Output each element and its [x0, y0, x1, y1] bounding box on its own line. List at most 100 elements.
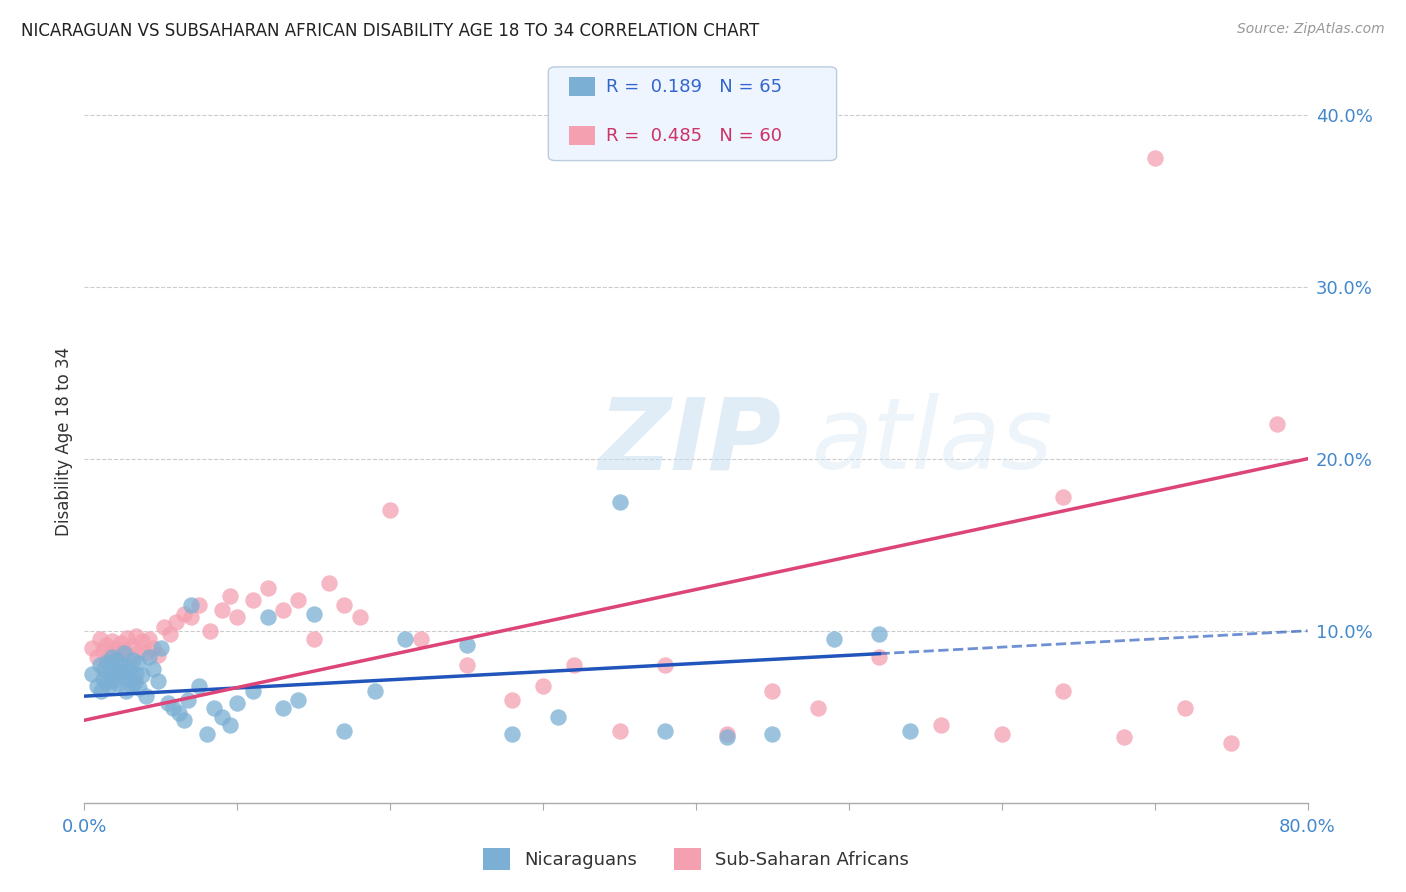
- Point: [1052, 490, 1074, 504]
- Point: [159, 627, 181, 641]
- Point: [287, 692, 309, 706]
- Point: [716, 727, 738, 741]
- Point: [349, 610, 371, 624]
- Point: [929, 718, 952, 732]
- Point: [562, 658, 585, 673]
- Point: [90, 684, 112, 698]
- Point: [1143, 151, 1166, 165]
- Point: [394, 632, 416, 647]
- Point: [456, 638, 478, 652]
- Point: [127, 657, 149, 671]
- Point: [105, 653, 128, 667]
- Point: [94, 675, 117, 690]
- Point: [1052, 684, 1074, 698]
- Point: [547, 710, 569, 724]
- Point: [609, 723, 631, 738]
- Point: [107, 646, 129, 660]
- Point: [333, 723, 356, 738]
- Point: [302, 607, 325, 621]
- Point: [869, 649, 891, 664]
- Point: [108, 665, 131, 679]
- Point: [80, 666, 103, 681]
- Point: [173, 607, 195, 621]
- Point: [242, 592, 264, 607]
- Point: [120, 665, 142, 679]
- Point: [226, 696, 249, 710]
- Point: [115, 660, 138, 674]
- Point: [869, 627, 891, 641]
- Point: [716, 731, 738, 745]
- Point: [142, 662, 165, 676]
- Point: [89, 658, 111, 673]
- Point: [380, 503, 402, 517]
- Point: [202, 701, 225, 715]
- Point: [121, 679, 143, 693]
- Point: [97, 648, 120, 662]
- Point: [124, 675, 146, 690]
- Point: [86, 679, 108, 693]
- Point: [502, 727, 524, 741]
- Point: [107, 677, 129, 691]
- Point: [138, 632, 160, 647]
- Point: [114, 684, 136, 698]
- Point: [654, 658, 676, 673]
- Point: [167, 706, 190, 721]
- Point: [131, 634, 153, 648]
- Point: [157, 696, 180, 710]
- Point: [211, 710, 233, 724]
- Point: [118, 672, 141, 686]
- Point: [177, 692, 200, 706]
- Point: [125, 629, 148, 643]
- Point: [142, 640, 165, 655]
- Point: [91, 672, 114, 686]
- Point: [271, 701, 294, 715]
- Point: [80, 640, 103, 655]
- Point: [609, 494, 631, 508]
- Point: [110, 658, 132, 673]
- Point: [218, 718, 240, 732]
- Point: [112, 642, 135, 657]
- Point: [823, 632, 845, 647]
- Point: [135, 689, 157, 703]
- Text: atlas: atlas: [813, 393, 1054, 490]
- Point: [188, 598, 211, 612]
- Text: Source: ZipAtlas.com: Source: ZipAtlas.com: [1237, 22, 1385, 37]
- Point: [146, 648, 169, 662]
- Point: [1114, 731, 1136, 745]
- Point: [318, 575, 340, 590]
- Point: [101, 649, 124, 664]
- Point: [165, 615, 187, 630]
- Point: [271, 603, 294, 617]
- Point: [96, 655, 118, 669]
- Point: [98, 668, 121, 682]
- Point: [173, 713, 195, 727]
- Point: [149, 640, 172, 655]
- Y-axis label: Disability Age 18 to 34: Disability Age 18 to 34: [55, 347, 73, 536]
- Point: [101, 634, 124, 648]
- Point: [364, 684, 387, 698]
- Point: [242, 684, 264, 698]
- Point: [761, 727, 783, 741]
- Point: [97, 679, 120, 693]
- Point: [103, 673, 125, 688]
- Point: [1265, 417, 1288, 432]
- Point: [257, 610, 280, 624]
- Point: [1174, 701, 1197, 715]
- Point: [91, 644, 114, 658]
- Point: [131, 668, 153, 682]
- Point: [180, 598, 202, 612]
- Point: [195, 727, 218, 741]
- Point: [761, 684, 783, 698]
- Point: [211, 603, 233, 617]
- Point: [89, 632, 111, 647]
- Point: [180, 610, 202, 624]
- Point: [198, 624, 221, 638]
- Point: [991, 727, 1014, 741]
- Point: [162, 701, 184, 715]
- Point: [122, 639, 145, 653]
- Point: [188, 679, 211, 693]
- Point: [654, 723, 676, 738]
- Point: [135, 646, 157, 660]
- Point: [94, 638, 117, 652]
- Point: [115, 631, 138, 645]
